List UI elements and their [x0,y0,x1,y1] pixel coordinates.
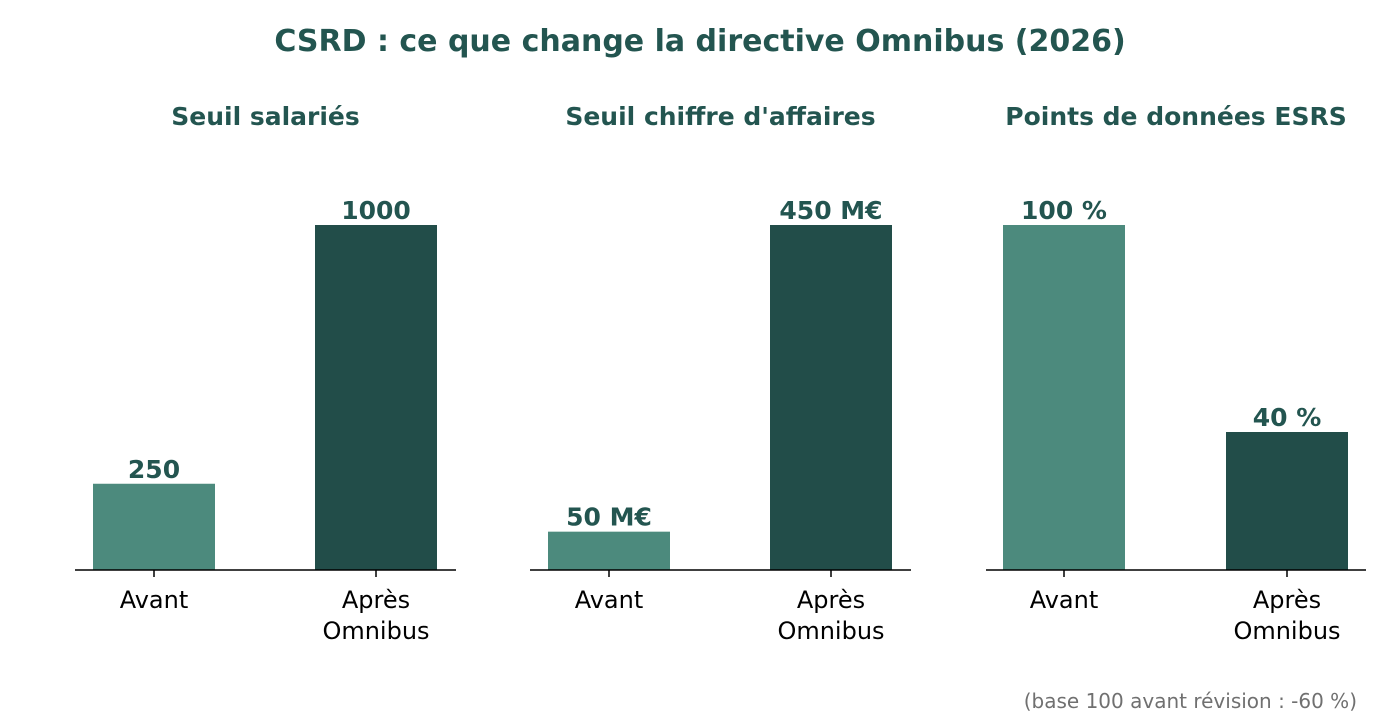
footnote: (base 100 avant révision : -60 %) [1024,689,1357,713]
x-tick-label: Après Omnibus [1233,586,1340,645]
panel-title: Points de données ESRS [1005,102,1346,131]
chart-panel-2: Seuil chiffre d'affaires 50 M€ Avant 450 M€… [530,102,911,645]
bar-avant [548,531,670,570]
chart-panel-3: Points de données ESRS 100 % Avant 40 % Aprè… [986,102,1366,645]
x-tick-label: Après Omnibus [777,586,884,645]
bar-avant [1003,225,1125,570]
panel-title: Seuil chiffre d'affaires [565,102,875,131]
x-tick-label: Avant [1030,586,1099,614]
chart-panel-1: Seuil salariés 250 Avant 1000 Après Omnibus [75,102,456,645]
bar-value-label: 250 [128,455,180,484]
bar-value-label: 100 % [1021,196,1107,225]
bar-avant [93,483,215,570]
chart-title: CSRD : ce que change la directive Omnibu… [274,24,1125,59]
bar-apres [770,225,892,570]
bar-apres [1226,432,1348,570]
bar-value-label: 450 M€ [779,196,882,225]
x-tick-label: Avant [575,586,644,614]
bar-value-label: 1000 [341,196,411,225]
x-tick-label: Avant [120,586,189,614]
bar-apres [315,225,437,570]
bar-value-label: 40 % [1253,403,1322,432]
x-tick-label: Après Omnibus [322,586,429,645]
bar-value-label: 50 M€ [566,503,652,532]
panel-title: Seuil salariés [171,102,360,131]
